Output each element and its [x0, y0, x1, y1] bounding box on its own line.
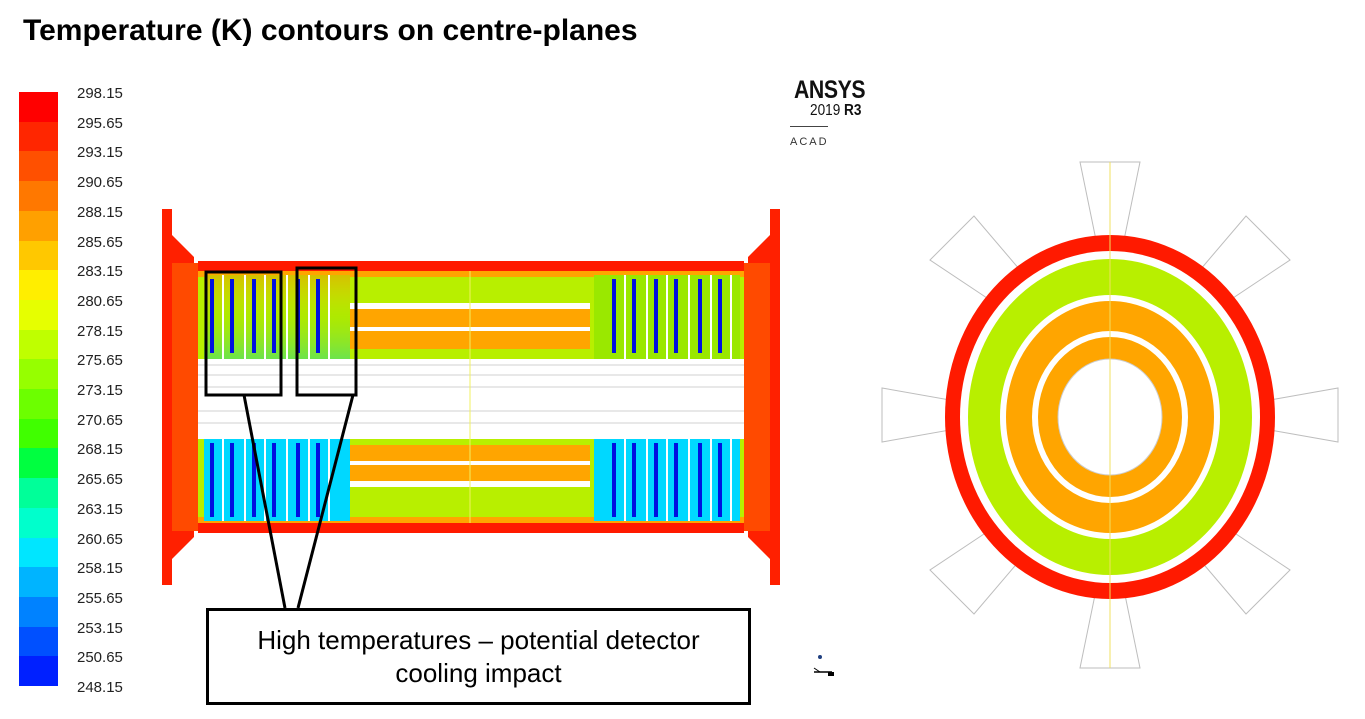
colorbar-band: [19, 596, 58, 628]
colorbar-tick-label: 268.15: [77, 441, 123, 459]
upper-warm-edge: [198, 271, 744, 277]
colorbar-band: [19, 210, 58, 241]
ansys-version: 2019 R3: [810, 102, 861, 120]
colorbar-tick-label: 285.65: [77, 233, 123, 251]
hollow-centre: [198, 359, 744, 439]
colorbar-tick-label: 293.15: [77, 144, 123, 162]
colorbar-tick-label: 295.65: [77, 114, 123, 132]
colorbar-band: [19, 121, 58, 152]
ansys-brand-text: ANSYS: [794, 76, 866, 104]
colorbar-band: [19, 299, 58, 331]
colorbar-band: [19, 270, 58, 301]
colorbar-band: [19, 389, 58, 420]
colorbar-tick-label: 288.15: [77, 203, 123, 221]
end-centre-plane-contour: [881, 161, 1339, 669]
colorbar-band: [19, 626, 58, 657]
colorbar-tick-label: 280.65: [77, 292, 123, 310]
colorbar-tick-label: 278.15: [77, 322, 123, 340]
colorbar-band: [19, 567, 58, 598]
colorbar-band: [19, 329, 58, 360]
module-separators: [222, 275, 732, 521]
colorbar-band: [19, 507, 58, 538]
ansys-release: R3: [844, 102, 862, 119]
colorbar-band: [19, 537, 58, 568]
colorbar-band: [19, 418, 58, 449]
side-centre-plane-contour: [162, 209, 780, 585]
colorbar-tick-label: 258.15: [77, 560, 123, 578]
colorbar-band: [19, 181, 58, 212]
outer-shell-top: [198, 261, 744, 271]
leader-line-left: [242, 394, 287, 609]
leader-line-right: [296, 394, 355, 609]
left-end-plate: [172, 263, 198, 531]
colorbar-tick-label: 275.65: [77, 352, 123, 370]
colorbar-band: [19, 448, 58, 479]
colorbar-band: [19, 656, 58, 687]
left-module-upper-gradient: [204, 275, 350, 359]
colorbar-band: [19, 92, 58, 123]
colorbar-tick-label: 290.65: [77, 174, 123, 192]
ansys-logo-rule: [790, 126, 828, 127]
colorbar-band: [19, 359, 58, 390]
colorbar-tick-label: 260.65: [77, 530, 123, 548]
colorbar-tick-label: 255.65: [77, 589, 123, 607]
axis-triad-icon: [813, 655, 834, 676]
ansys-edition: ACAD: [790, 136, 829, 148]
colorbar-band: [19, 151, 58, 182]
highlight-box-left: [204, 270, 283, 397]
colorbar-tick-label: 263.15: [77, 500, 123, 518]
page-title: Temperature (K) contours on centre-plane…: [23, 14, 638, 47]
right-detector-plates-upper: [612, 279, 722, 353]
colorbar-tick-label: 273.15: [77, 382, 123, 399]
lower-warm-edge: [198, 517, 744, 523]
left-detector-plates-lower: [210, 443, 320, 517]
temperature-colorbar: [19, 92, 58, 687]
colorbar-tick-label: 248.15: [77, 679, 123, 696]
colorbar-tick-label: 265.65: [77, 471, 123, 489]
colorbar-tick-label: 270.65: [77, 411, 123, 429]
colorbar-tick-label: 253.15: [77, 619, 123, 637]
highlight-box-right: [295, 266, 358, 397]
colorbar-tick-label: 250.65: [77, 649, 123, 667]
colorbar-band: [19, 478, 58, 509]
colorbar-tick-label: 298.15: [77, 85, 123, 102]
colorbar-tick-labels: 298.15 295.65 293.15 290.65 288.15 285.65 283.…: [77, 86, 147, 696]
right-end-plate: [742, 263, 770, 531]
left-module-lower: [204, 439, 350, 521]
callout-text: High temperatures – potential detector c…: [257, 624, 700, 688]
right-detector-plates-lower: [612, 443, 722, 517]
ansys-logo: ANSYS 2019 R3 ACAD: [786, 76, 866, 156]
colorbar-tick-label: 283.15: [77, 263, 123, 281]
outer-shell-bottom: [198, 523, 744, 533]
colorbar-band: [19, 240, 58, 271]
callout-box: High temperatures – potential detector c…: [206, 608, 751, 705]
ansys-version-year: 2019: [810, 102, 841, 119]
